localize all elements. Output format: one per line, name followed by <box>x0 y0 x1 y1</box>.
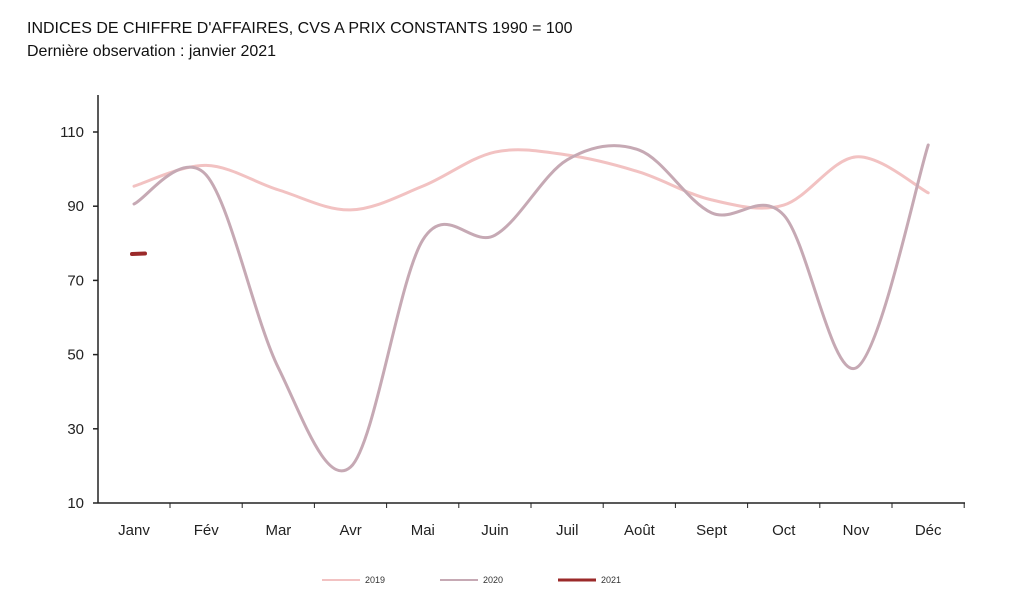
series-point-2021 <box>130 251 147 257</box>
series-line-2020 <box>132 143 930 473</box>
chart-title-block: INDICES DE CHIFFRE D'AFFAIRES, CVS A PRI… <box>27 17 573 63</box>
series-line-2019 <box>132 148 930 212</box>
x-tick-label: Oct <box>772 522 796 539</box>
x-tick-label: Mai <box>411 522 435 539</box>
y-tick-label: 90 <box>67 198 84 215</box>
legend-label-2019: 2019 <box>365 575 385 585</box>
x-tick-label: Avr <box>339 522 361 539</box>
x-tick-label: Janv <box>118 522 150 539</box>
x-tick-label: Juin <box>481 522 509 539</box>
y-tick-label: 30 <box>67 421 84 438</box>
chart-title: INDICES DE CHIFFRE D'AFFAIRES, CVS A PRI… <box>27 20 573 37</box>
x-tick-label: Juil <box>556 522 579 539</box>
x-tick-label: Nov <box>843 522 870 539</box>
chart-subtitle: Dernière observation : janvier 2021 <box>27 43 277 60</box>
x-tick-label: Août <box>624 522 656 539</box>
y-tick-label: 70 <box>67 272 84 289</box>
y-tick-label: 110 <box>60 124 84 141</box>
x-tick-label: Fév <box>194 522 220 539</box>
legend-label-2020: 2020 <box>483 575 503 585</box>
x-tick-label: Mar <box>265 522 291 539</box>
y-tick-label: 50 <box>67 347 84 364</box>
legend-label-2021: 2021 <box>601 575 621 585</box>
y-tick-label: 10 <box>67 495 84 512</box>
x-tick-label: Sept <box>696 522 728 539</box>
x-tick-label: Déc <box>915 522 942 539</box>
